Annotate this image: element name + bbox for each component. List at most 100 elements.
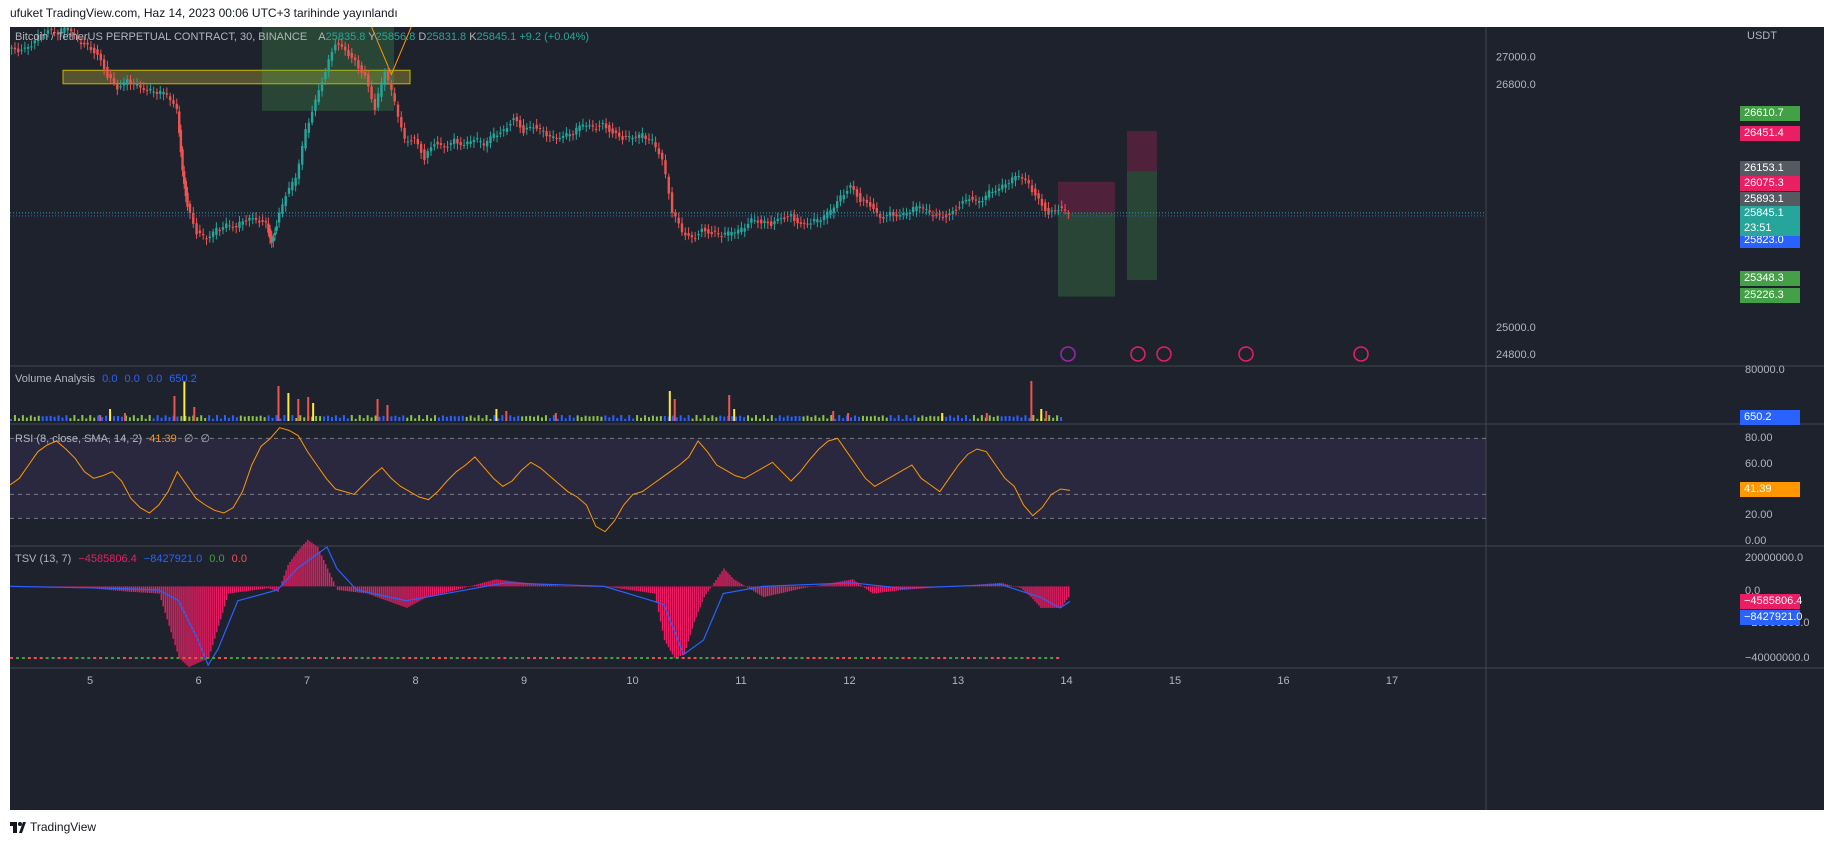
volume-bar [897, 415, 900, 421]
volume-bar [806, 415, 809, 421]
tsv-bar [208, 586, 210, 659]
volume-bar [469, 415, 472, 421]
chart-area[interactable]: 27000.0 26800.0 25000.0 24800.0 5 6 7 8 9 10 11 12 1… [10, 27, 1824, 810]
tsv-bar [856, 582, 858, 587]
tsv-signal-dot [1056, 657, 1060, 660]
candle-body [687, 233, 690, 236]
tsv-bar [673, 586, 676, 659]
volume-bar [65, 415, 68, 421]
candle-body [499, 132, 502, 135]
candle-body [835, 201, 839, 208]
tsv-bar [766, 586, 769, 597]
candle-body [119, 86, 122, 88]
tsv-signal-dot [669, 657, 673, 660]
volume-bar [21, 415, 24, 421]
tsv-bar [400, 586, 402, 606]
tsv-bar [802, 586, 804, 589]
volume-spike [312, 403, 315, 421]
candle-body [872, 203, 875, 210]
volume-spike [109, 409, 112, 421]
volume-bar [430, 418, 433, 421]
candle-body [400, 117, 403, 128]
tsv-bar [437, 586, 440, 595]
candle-body [670, 192, 674, 213]
tsv-signal-dot [717, 657, 721, 660]
tsv-bar [461, 586, 464, 589]
x-tick-13: 13 [952, 675, 964, 687]
candle-body [135, 83, 139, 86]
tsv-bar [441, 586, 444, 594]
volume-bar [346, 418, 349, 421]
tsv-bar [220, 586, 222, 620]
tradingview-logo: TradingView [10, 820, 96, 834]
tsv-bar [653, 586, 656, 594]
main-y-tick-1: 26800.0 [1496, 79, 1536, 91]
volume-bar [497, 418, 500, 421]
volume-bar [461, 415, 464, 421]
short-position-2-risk [1127, 130, 1157, 172]
volume-bar [319, 416, 322, 421]
candle-body [647, 138, 651, 140]
tsv-bar [542, 584, 545, 587]
rsi-last-badge: 41.39 [1740, 482, 1800, 497]
volume-bar [529, 415, 532, 421]
rsi-legend: RSI (8, close, SMA, 14, 2) 41.39 ∅ ∅ [15, 432, 210, 445]
rsi-title: RSI (8, close, SMA, 14, 2) [15, 433, 143, 445]
candle-body [476, 138, 479, 140]
tsv-bar [408, 586, 410, 607]
volume-spike [307, 397, 310, 421]
tsv-bar [334, 585, 337, 587]
candle-body [234, 226, 238, 228]
tsv-bar [261, 586, 264, 589]
price-tag-1: 26451.4 [1740, 126, 1800, 141]
tsv-bar [253, 586, 256, 591]
volume-bar [105, 415, 108, 421]
tsv-bar [752, 586, 755, 592]
volume-bar [223, 415, 226, 421]
volume-bar [1020, 417, 1023, 421]
candle-body [588, 125, 591, 127]
candle-body [181, 149, 184, 171]
tsv-signal-dot [663, 657, 667, 660]
tsv-signal-dot [788, 657, 792, 660]
candle-body [865, 199, 869, 203]
tsv-bar [198, 586, 200, 663]
tsv-bar [372, 586, 374, 596]
tsv-bar [271, 586, 273, 590]
candle-body [380, 82, 383, 97]
tsv-bar [665, 586, 668, 644]
tsv-bar [723, 568, 725, 587]
volume-bar [604, 415, 607, 421]
candle-body [320, 81, 324, 92]
candle-body [928, 210, 931, 213]
volume-bar [41, 416, 44, 421]
main-y-tick-0: 27000.0 [1496, 52, 1536, 64]
candle-body [700, 228, 704, 232]
candle-body [657, 148, 661, 155]
tsv-signal-dot [1026, 657, 1030, 660]
volume-bar [699, 418, 702, 421]
volume-bar [858, 416, 860, 421]
tsv-bar [352, 586, 355, 592]
volume-bar [350, 415, 353, 421]
chart-svg[interactable]: 27000.0 26800.0 25000.0 24800.0 5 6 7 8 9 10 11 12 1… [10, 27, 1824, 810]
tsv-bar [867, 586, 870, 591]
volume-bar [291, 415, 294, 421]
candle-body [631, 137, 634, 140]
volume-bar [97, 415, 100, 421]
candle-body [908, 212, 912, 215]
tsv-signal-dot [253, 657, 257, 660]
tsv-bar [717, 577, 719, 587]
rsi-pane-bg [10, 425, 1486, 545]
tsv-signal-dot [461, 657, 465, 660]
tsv-bar [628, 586, 630, 590]
volume-bar [10, 419, 12, 421]
tsv-bar [225, 586, 228, 601]
candle-body [680, 223, 684, 233]
tsv-bar [808, 586, 810, 588]
candle-body [40, 34, 43, 36]
tsv-signal-dot [1038, 657, 1042, 660]
candle-body [350, 52, 353, 58]
candle-body [621, 136, 624, 140]
tsv-bar [741, 584, 743, 587]
